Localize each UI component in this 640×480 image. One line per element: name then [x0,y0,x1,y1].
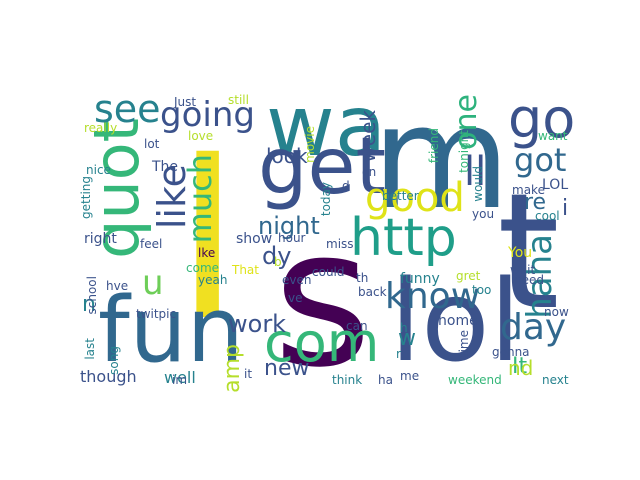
cloud-word: getting [79,176,93,219]
cloud-word: gret [456,269,481,283]
cloud-word: you [472,207,495,221]
cloud-word: go [508,87,576,150]
cloud-word: ve [288,291,303,305]
cloud-word: miss [326,237,354,251]
cloud-word: yeah [198,273,228,287]
cloud-word: im [172,373,188,387]
cloud-word: much [181,154,219,244]
cloud-word: nd [508,356,534,380]
cloud-word: look [266,144,308,168]
cloud-word: d [342,179,350,193]
cloud-word: get [258,122,387,212]
cloud-word: got [514,141,567,179]
cloud-word: w [398,326,416,351]
cloud-word: though [80,367,137,386]
cloud-word: b [274,255,282,269]
cloud-word: going [160,95,255,135]
cloud-word: Just [174,95,197,109]
cloud-word: really [84,121,118,135]
cloud-word: still [228,93,249,107]
cloud-word: work [228,310,287,338]
cloud-word: song [107,346,121,375]
cloud-word: gonna [492,345,530,359]
cloud-word: wa [266,77,387,175]
cloud-word: today [319,182,333,217]
cloud-word: re [524,190,547,215]
cloud-word: day [500,307,567,348]
cloud-word: nice [86,163,111,177]
cloud-word: time [457,330,471,358]
cloud-word: tonight [457,130,471,173]
cloud-word: back [358,285,387,299]
cloud-word: now [544,305,569,319]
cloud-word: s [273,188,372,409]
cloud-word: i [562,196,569,221]
cloud-word: love [188,129,214,143]
cloud-word: school [85,276,99,315]
cloud-word: weekend [448,373,502,387]
cloud-word: The [152,159,179,175]
cloud-word: LOL [542,177,569,193]
cloud-word: amp [220,344,245,393]
cloud-word: see [94,87,161,131]
cloud-word: want [538,129,568,143]
cloud-word: n [82,292,96,317]
cloud-word: I [174,105,242,371]
cloud-word: m [372,76,511,241]
cloud-word: week [356,110,380,163]
cloud-word: ha [378,373,393,387]
cloud-word: u [142,263,164,303]
cloud-word: cool [535,209,560,223]
cloud-word: It [512,354,528,379]
cloud-word: last [83,338,97,360]
cloud-word: think [332,373,363,387]
cloud-word: com [264,311,380,374]
cloud-word: would [471,166,485,202]
cloud-word: know [385,276,481,317]
cloud-word: new [264,356,310,381]
cloud-word: next [542,373,569,387]
cloud-word: r [396,347,401,361]
cloud-word: me [400,369,420,383]
cloud-word: h [400,321,408,335]
cloud-word: could [312,265,345,279]
cloud-word: hour [278,231,306,245]
cloud-word: funny [400,271,440,287]
cloud-word: good [365,175,465,221]
cloud-word: make [512,183,545,197]
cloud-word: cn [362,165,377,179]
cloud-word: feel [140,237,163,251]
cloud-word: t [497,158,560,345]
cloud-word: night [258,212,320,240]
cloud-word: th [356,271,369,285]
cloud-word: even [282,273,312,287]
cloud-word: dy [262,242,292,270]
cloud-word: it [244,367,253,381]
cloud-word: lot [144,137,160,151]
cloud-word: right [84,231,117,247]
cloud-word: movie [303,126,317,163]
cloud-word: need [514,273,544,287]
cloud-word: fun [98,278,244,383]
cloud-word: That [232,263,259,277]
cloud-word: lol [390,257,521,387]
cloud-word: You [508,245,533,261]
cloud-word: well [164,368,196,387]
cloud-word: hve [106,279,129,293]
cloud-word: can [346,319,368,333]
cloud-word: home [438,313,478,329]
cloud-word: better [382,189,419,203]
cloud-word: lke [198,246,216,260]
cloud-word: come [186,261,220,275]
cloud-word: ll [464,149,487,195]
cloud-word: http [350,208,457,268]
cloud-word: show [236,231,273,247]
cloud-word: too [472,283,492,297]
cloud-word: friend [427,128,441,164]
cloud-word: wait [510,263,536,277]
cloud-word: twitpic [136,307,177,321]
